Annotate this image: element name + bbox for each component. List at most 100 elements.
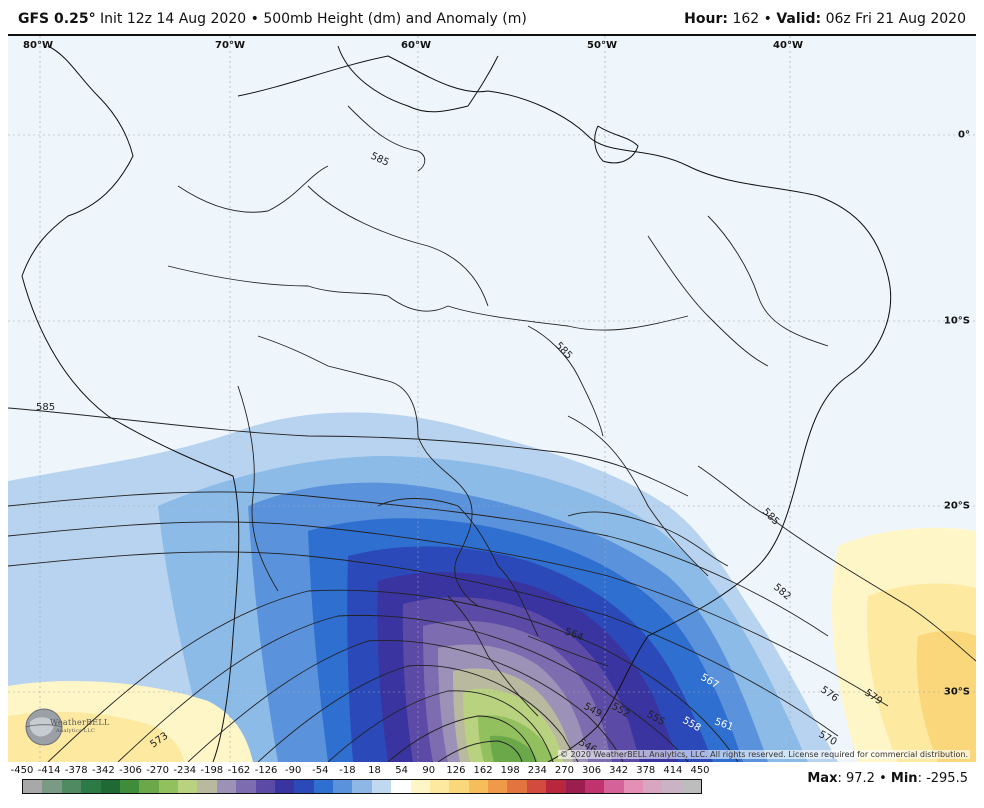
colorbar-swatch	[468, 780, 488, 793]
product-name: 500mb Height (dm) and Anomaly (m)	[263, 11, 527, 27]
colorbar-swatch	[333, 780, 353, 793]
colorbar-swatch	[546, 780, 566, 793]
graticule	[8, 36, 976, 762]
borders	[167, 165, 829, 717]
colorbar-swatch	[294, 780, 314, 793]
colorbar-swatch	[119, 780, 140, 793]
valid-colon: :	[815, 11, 822, 27]
colorbar-swatch	[23, 780, 43, 793]
min-label: Min	[890, 771, 918, 786]
logo-globe-icon	[25, 708, 63, 746]
colorbar-tick-label: -90	[285, 765, 302, 776]
colorbar-swatch	[100, 780, 120, 793]
contour-585-north	[347, 105, 426, 172]
contour-585-central	[527, 325, 604, 437]
copyright-notice: © 2020 WeatherBELL Analytics, LLC. All r…	[558, 750, 970, 759]
colorbar-swatch	[391, 780, 411, 793]
map-svg: 585 585 585 585 582 579 576 573 570 567 …	[8, 36, 976, 762]
colorbar-tick-label: -414	[37, 765, 61, 776]
colorbar-tick-label: 378	[636, 765, 656, 776]
title-left: GFS 0.25° Init 12z 14 Aug 2020 • 500mb H…	[18, 11, 527, 27]
colorbar-swatch	[352, 780, 372, 793]
colorbar-tick-label: 126	[446, 765, 466, 776]
weatherbell-logo: WeatherBELL Analytics LLC	[22, 704, 109, 750]
colorbar-tick-label: 54	[395, 765, 409, 776]
logo-text: WeatherBELL	[50, 718, 110, 727]
colorbar-tick-labels: -450 -414 -378 -342 -306 -270 -234 -198 -162 -126…	[11, 765, 710, 777]
colorbar-swatch	[410, 780, 430, 793]
colorbar-swatch	[313, 780, 333, 793]
colorbar-tick-label: 162	[473, 765, 493, 776]
colorbar-swatch	[623, 780, 643, 793]
valid-label: Valid	[776, 11, 816, 27]
colorbar-tick-label: -450	[10, 765, 34, 776]
max-min-readout: Max: 97.2 • Min: -295.5	[807, 771, 968, 786]
colorbar-swatch	[158, 780, 178, 793]
colorbar-tick-label: -234	[173, 765, 197, 776]
colorbar-swatch	[643, 780, 663, 793]
hour-value: 162	[732, 11, 760, 27]
colorbar-swatch	[604, 780, 624, 793]
min-value: -295.5	[926, 771, 968, 786]
colorbar-tick-label: 18	[368, 765, 381, 776]
colorbar-swatch	[526, 780, 547, 793]
title-right: Hour: 162 • Valid: 06z Fri 21 Aug 2020	[684, 11, 966, 27]
colorbar-tick-label: -54	[312, 765, 329, 776]
colorbar-tick-label: 270	[554, 765, 574, 776]
colorbar-tick-label: -126	[254, 765, 278, 776]
logo-subtext: Analytics LLC	[56, 728, 96, 734]
colorbar-swatch	[216, 780, 237, 793]
map-panel: 585 585 585 585 582 579 576 573 570 567 …	[8, 34, 976, 762]
colorbar-swatch	[178, 780, 198, 793]
colorbar-swatch	[584, 780, 605, 793]
longitude-label: 60°W	[401, 40, 431, 51]
valid-value: 06z Fri 21 Aug 2020	[825, 11, 966, 27]
longitude-label: 50°W	[587, 40, 617, 51]
colorbar-tick-label: -378	[64, 765, 88, 776]
colorbar-swatch	[255, 780, 275, 793]
degree-mark: °	[88, 11, 96, 27]
colorbar-tick-label: -306	[119, 765, 142, 776]
model-name: GFS 0.25	[18, 11, 89, 27]
colorbar-tick-label: 414	[663, 765, 683, 776]
colorbar-swatch	[488, 780, 508, 793]
title-bullet-2: •	[763, 11, 772, 27]
colorbar-swatch	[371, 780, 392, 793]
init-text: Init 12z 14 Aug 2020	[100, 11, 247, 27]
colorbar-swatch	[681, 780, 702, 793]
height-contours	[8, 407, 889, 762]
max-label: Max	[807, 771, 838, 786]
min-colon: :	[917, 771, 927, 786]
colorbar-swatch	[197, 780, 217, 793]
colorbar-swatch	[662, 780, 682, 793]
colorbar-swatch	[81, 780, 101, 793]
colorbar-tick-label: -18	[339, 765, 356, 776]
latitude-label: 10°S	[943, 315, 970, 327]
colorbar-tick-label: 90	[422, 765, 436, 776]
colorbar-tick-label: -270	[146, 765, 169, 776]
coastlines	[21, 45, 892, 762]
longitude-label: 70°W	[215, 40, 245, 51]
colorbar-swatch	[274, 780, 295, 793]
longitude-label: 40°W	[773, 40, 803, 51]
stats-bullet: •	[879, 771, 887, 786]
colorbar-tick-label: -342	[92, 765, 115, 776]
longitude-label: 80°W	[23, 40, 53, 51]
colorbar	[22, 779, 702, 794]
anomaly-shading	[8, 412, 976, 762]
max-colon: :	[837, 771, 846, 786]
title-bullet: •	[250, 11, 259, 27]
colorbar-tick-label: -198	[200, 765, 224, 776]
contour-585-east	[697, 465, 976, 662]
latitude-label: 30°S	[943, 686, 970, 698]
colorbar-swatch	[429, 780, 450, 793]
contour-label: 585	[36, 402, 55, 413]
colorbar-swatch	[565, 780, 585, 793]
colorbar-swatch	[236, 780, 256, 793]
latitude-label: 20°S	[943, 500, 970, 512]
hour-colon: :	[722, 11, 728, 27]
latitude-label: 0°	[958, 129, 970, 141]
colorbar-tick-label: 450	[690, 765, 710, 776]
colorbar-tick-label: 198	[500, 765, 520, 776]
colorbar-swatch	[61, 780, 82, 793]
